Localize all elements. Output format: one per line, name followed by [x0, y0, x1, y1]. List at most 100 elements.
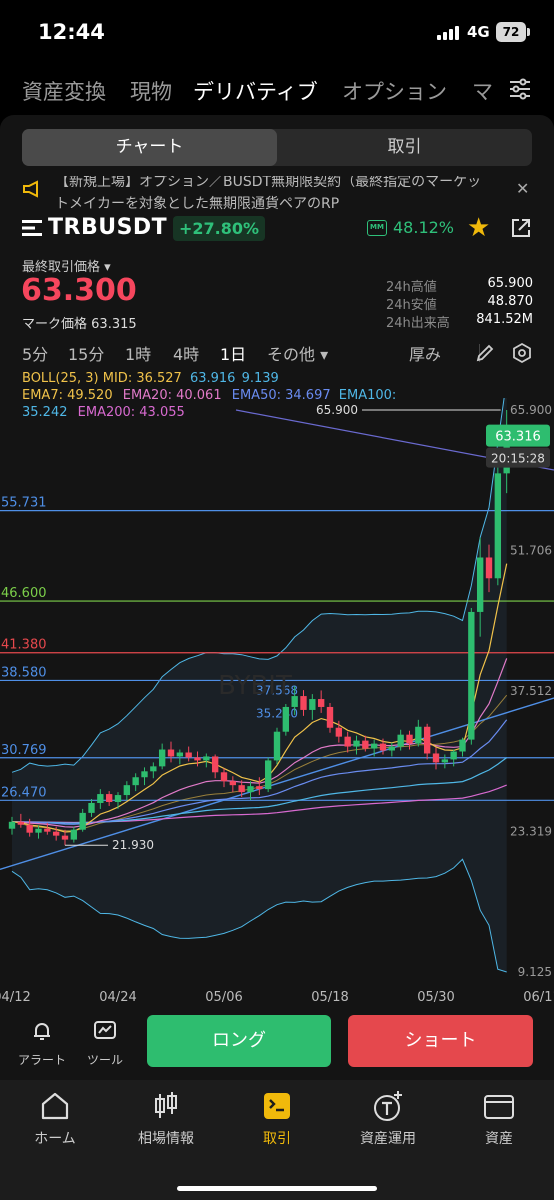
- level-label-38.580: 38.580: [1, 665, 47, 680]
- pair-name[interactable]: TRBUSDT: [48, 215, 168, 240]
- level-label-35.240: 35.240: [256, 706, 298, 720]
- x-tick-04/24: 04/24: [99, 990, 136, 1005]
- close-icon[interactable]: ✕: [516, 179, 530, 198]
- stat-low: 24h安値 48.870: [386, 294, 533, 313]
- home-icon: [41, 1092, 69, 1120]
- pair-list-icon[interactable]: [22, 219, 42, 237]
- interval-5m[interactable]: 5分: [22, 345, 49, 364]
- candle: [35, 828, 42, 833]
- network-label: 4G: [467, 23, 490, 41]
- candle: [176, 752, 184, 757]
- candle: [88, 802, 95, 813]
- candle: [406, 734, 413, 744]
- candle: [238, 785, 245, 793]
- candle: [52, 831, 60, 836]
- level-label-41.380: 41.380: [1, 638, 47, 653]
- tab-options[interactable]: オプション: [342, 80, 447, 104]
- interval-15m[interactable]: 15分: [68, 345, 105, 364]
- candlestick-chart[interactable]: 55.731 46.600 41.380 38.580 37.568 35.240 30.7…: [0, 379, 554, 1012]
- share-icon[interactable]: [510, 217, 532, 239]
- indicator-legend-row-1: BOLL(25, 3) MID: 36.527 63.916 9.139: [22, 371, 279, 386]
- stat-high: 24h高値 65.900: [386, 276, 533, 295]
- bottom-nav: ホーム 相場情報 取引 資産運用 資産: [0, 1080, 554, 1200]
- short-button[interactable]: ショート: [348, 1015, 533, 1067]
- tools-button[interactable]: ツール: [78, 1019, 132, 1068]
- interval-1h[interactable]: 1時: [125, 345, 152, 364]
- level-label-46.600: 46.600: [1, 586, 47, 601]
- nav-home-label: ホーム: [34, 1131, 76, 1147]
- settings-sliders-icon[interactable]: [508, 78, 532, 100]
- segment-chart[interactable]: チャート: [22, 129, 277, 166]
- candle: [282, 706, 290, 732]
- candle: [441, 759, 449, 763]
- trendline-support: [0, 697, 554, 870]
- level-label-55.731: 55.731: [1, 496, 47, 511]
- nav-trade[interactable]: 取引: [232, 1088, 322, 1148]
- nav-markets-label: 相場情報: [138, 1131, 194, 1147]
- boll-lower: 9.139: [241, 371, 279, 386]
- status-bar: 12:44 4G 72: [0, 0, 554, 66]
- tab-asset-convert[interactable]: 資産変換: [22, 80, 106, 104]
- y-tick-37.512: 37.512: [510, 684, 552, 698]
- alert-button[interactable]: アラート: [15, 1019, 69, 1068]
- mm-value: 48.12%: [393, 218, 455, 237]
- candle: [264, 760, 272, 790]
- tab-spot[interactable]: 現物: [130, 80, 172, 104]
- candle: [211, 756, 219, 773]
- candle: [70, 829, 78, 840]
- nav-assets[interactable]: 資産: [454, 1088, 544, 1148]
- mm-icon: MM: [367, 220, 387, 236]
- trade-icon: [264, 1093, 290, 1119]
- long-button[interactable]: ロング: [147, 1015, 331, 1067]
- nav-home[interactable]: ホーム: [10, 1088, 100, 1148]
- candle: [335, 727, 343, 737]
- candle: [485, 557, 493, 579]
- interval-more[interactable]: その他 ▾: [267, 345, 329, 364]
- stat-volume: 24h出来高 841.52M: [386, 312, 533, 331]
- wallet-icon: [484, 1095, 514, 1119]
- candle: [370, 743, 378, 749]
- ema50-label: EMA50: 34.697: [231, 388, 331, 403]
- pencil-icon[interactable]: [474, 342, 496, 364]
- announcement-banner[interactable]: 【新規上場】オプション／BUSDT無期限契約（最終指定のマーケットメイカーを対象…: [0, 176, 554, 210]
- candle: [97, 794, 104, 803]
- price-chart[interactable]: 55.731 46.600 41.380 38.580 37.568 35.240 30.7…: [0, 379, 554, 1012]
- interval-1d[interactable]: 1日: [220, 345, 247, 364]
- candles-icon: [155, 1092, 177, 1118]
- depth-toggle[interactable]: 厚み: [409, 345, 442, 364]
- level-label-26.470: 26.470: [1, 785, 47, 800]
- candle: [114, 795, 122, 802]
- last-price: 63.300: [21, 273, 137, 308]
- candle: [105, 794, 113, 802]
- candle: [150, 766, 157, 772]
- tab-derivatives[interactable]: デリバティブ: [193, 80, 318, 104]
- candle: [220, 772, 228, 782]
- chart-settings-icon[interactable]: [511, 342, 533, 364]
- banner-text: 【新規上場】オプション／BUSDT無期限契約（最終指定のマーケットメイカーを対象…: [55, 176, 482, 210]
- candle: [44, 828, 51, 832]
- tab-more-cut[interactable]: マ: [472, 80, 493, 104]
- y-tick-23.319: 23.319: [510, 824, 552, 838]
- x-tick-05/18: 05/18: [311, 990, 348, 1005]
- candle: [273, 731, 281, 761]
- candle: [326, 706, 334, 728]
- candle: [379, 743, 387, 751]
- star-icon[interactable]: ★: [467, 213, 491, 243]
- bell-icon: [34, 1023, 50, 1040]
- battery-tip: [527, 28, 530, 36]
- mark-price: マーク価格 63.315: [22, 317, 137, 332]
- nav-markets[interactable]: 相場情報: [121, 1088, 211, 1148]
- interval-4h[interactable]: 4時: [173, 345, 200, 364]
- pair-header: TRBUSDT +27.80% MM 48.12% ★: [22, 214, 542, 244]
- segment-trade[interactable]: 取引: [387, 137, 422, 157]
- status-time: 12:44: [38, 20, 105, 44]
- boll-label: BOLL(25, 3) MID: 36.527: [22, 371, 182, 386]
- last-price-label[interactable]: 最終取引価格 ▾: [22, 260, 111, 275]
- candle: [247, 786, 254, 793]
- nav-earn[interactable]: 資産運用: [343, 1088, 433, 1148]
- candle: [167, 749, 175, 757]
- y-tick-65.900: 65.900: [510, 403, 552, 417]
- action-bar: アラート ツール ロング ショート: [0, 1013, 554, 1077]
- candle: [8, 821, 16, 829]
- low-marker-label: 21.930: [112, 838, 154, 852]
